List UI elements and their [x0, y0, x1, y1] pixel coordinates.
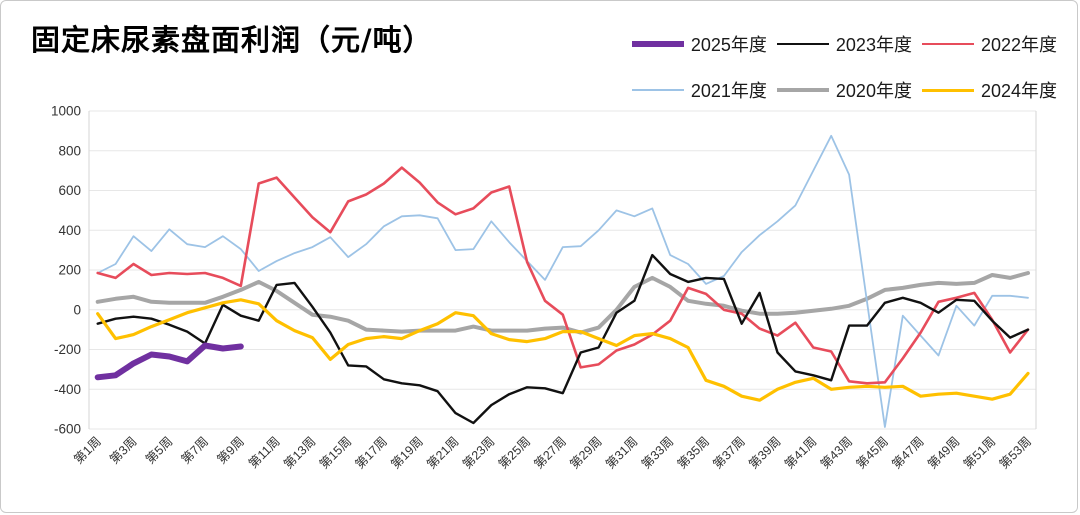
y-axis-label: -200	[54, 342, 81, 357]
x-axis-label: 第23周	[460, 434, 497, 471]
x-axis-label: 第17周	[353, 434, 390, 471]
x-axis-label: 第11周	[246, 434, 283, 471]
x-axis-label: 第37周	[710, 434, 747, 471]
y-axis-label: -400	[54, 382, 81, 397]
y-axis-label: -600	[54, 422, 81, 437]
y-axis-label: 600	[58, 183, 81, 198]
x-axis-label: 第29周	[567, 434, 604, 471]
legend-label-2020: 2020年度	[835, 81, 912, 101]
y-axis-label: 200	[58, 263, 81, 278]
legend-label-2023: 2023年度	[835, 35, 912, 55]
legend-label-2021: 2021年度	[690, 81, 767, 101]
x-axis-label: 第1周	[71, 434, 103, 466]
legend-swatch-2025	[631, 41, 684, 47]
series-line-2024年度	[96, 298, 1030, 402]
x-axis-label: 第27周	[532, 434, 569, 471]
legend-item-2023: 2023年度	[776, 31, 912, 57]
series-line-2022年度	[96, 166, 1030, 385]
x-axis-label: 第9周	[214, 434, 246, 466]
series-line-2020年度	[95, 271, 1030, 335]
x-axis-label: 第43周	[818, 434, 855, 471]
x-axis-label: 第15周	[317, 434, 354, 471]
legend-swatch-2020	[776, 88, 829, 92]
y-axis-label: 800	[58, 143, 81, 158]
x-axis-label: 第25周	[496, 434, 533, 471]
legend-label-2025: 2025年度	[690, 35, 767, 55]
legend-swatch-2024	[921, 88, 974, 92]
legend-swatch-2021	[631, 89, 684, 91]
x-axis-label: 第5周	[143, 434, 175, 466]
x-axis-label: 第19周	[388, 434, 425, 471]
legend-item-2022: 2022年度	[921, 31, 1057, 57]
x-axis-label: 第41周	[782, 434, 819, 471]
legend-swatch-2023	[776, 43, 829, 45]
x-axis-label: 第51周	[961, 434, 998, 471]
legend-row-2: 2021年度 2020年度 2024年度	[631, 77, 1057, 103]
legend-item-2025: 2025年度	[631, 31, 767, 57]
chart-title: 固定床尿素盘面利润（元/吨）	[31, 23, 433, 57]
x-axis-label: 第39周	[746, 434, 783, 471]
x-axis-label: 第53周	[997, 434, 1034, 471]
x-axis-label: 第3周	[107, 434, 139, 466]
legend-swatch-2022	[921, 43, 974, 45]
legend-row-1: 2025年度 2023年度 2022年度	[631, 31, 1057, 57]
series-line-2023年度	[96, 253, 1030, 425]
x-axis-label: 第35周	[675, 434, 712, 471]
legend-label-2022: 2022年度	[980, 35, 1057, 55]
x-axis-label: 第13周	[281, 434, 318, 471]
x-axis-label: 第31周	[603, 434, 640, 471]
legend: 2025年度 2023年度 2022年度 2021年度 2020年度	[631, 31, 1057, 103]
y-axis-label: 0	[73, 302, 81, 317]
x-axis-label: 第47周	[889, 434, 926, 471]
y-axis-label: 400	[58, 223, 81, 238]
x-axis-label: 第7周	[179, 434, 211, 466]
series-line-2021年度	[96, 134, 1029, 428]
x-axis-label: 第45周	[854, 434, 891, 471]
x-axis-label: 第21周	[424, 434, 461, 471]
legend-item-2024: 2024年度	[921, 77, 1057, 103]
y-axis-label: 1000	[51, 104, 81, 119]
series-line-2025年度	[94, 342, 244, 381]
legend-item-2021: 2021年度	[631, 77, 767, 103]
x-axis-label: 第33周	[639, 434, 676, 471]
legend-item-2020: 2020年度	[776, 77, 912, 103]
x-axis-label: 第49周	[925, 434, 962, 471]
legend-label-2024: 2024年度	[980, 81, 1057, 101]
